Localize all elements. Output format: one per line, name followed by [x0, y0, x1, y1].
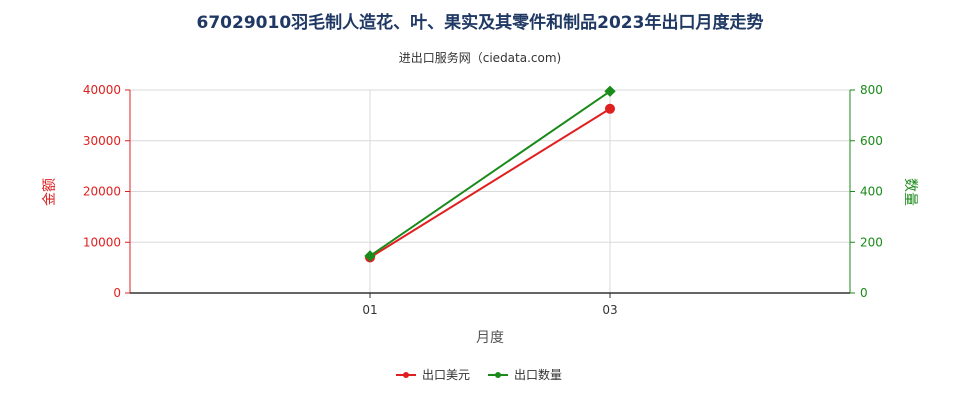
data-point-series-2[interactable] — [604, 85, 616, 97]
grid — [130, 89, 850, 293]
tick-label-right: 0 — [860, 286, 868, 300]
tick-labels: 0 10000 20000 30000 40000 0 200 400 600 800 01 03 — [83, 83, 883, 317]
tick-label-right: 600 — [860, 134, 883, 148]
legend-swatch-marker — [495, 372, 501, 378]
tick-label-right: 400 — [860, 185, 883, 199]
y-axis-label-left: 金额 — [42, 178, 58, 206]
tick-label-left: 0 — [113, 286, 121, 300]
chart-subtitle: 进出口服务网（ciedata.com) — [399, 50, 561, 65]
x-axis-label: 月度 — [476, 330, 504, 346]
tick-label-left: 20000 — [83, 185, 121, 199]
tick-label-left: 10000 — [83, 235, 121, 249]
series-line-2 — [369, 90, 611, 257]
legend-label[interactable]: 出口美元 — [422, 368, 470, 382]
tick-label-right: 800 — [860, 83, 883, 97]
y-axis-label-right: 数量 — [902, 178, 918, 206]
legend-swatch-marker — [403, 372, 409, 378]
series-line-1 — [369, 107, 611, 259]
chart-title: 67029010羽毛制人造花、叶、果实及其零件和制品2023年出口月度走势 — [197, 12, 764, 33]
tick-label-left: 30000 — [83, 134, 121, 148]
data-point-series-1[interactable] — [605, 103, 615, 114]
series — [364, 85, 616, 263]
legend: 出口美元 出口数量 — [396, 367, 562, 382]
tick-label-right: 200 — [860, 235, 883, 249]
tick-label-left: 40000 — [83, 83, 121, 97]
tick-label-x: 03 — [602, 303, 617, 317]
tick-label-x: 01 — [362, 303, 377, 317]
legend-label[interactable]: 出口数量 — [514, 367, 562, 382]
data-point-series-2[interactable] — [364, 250, 376, 262]
axes — [125, 89, 855, 298]
